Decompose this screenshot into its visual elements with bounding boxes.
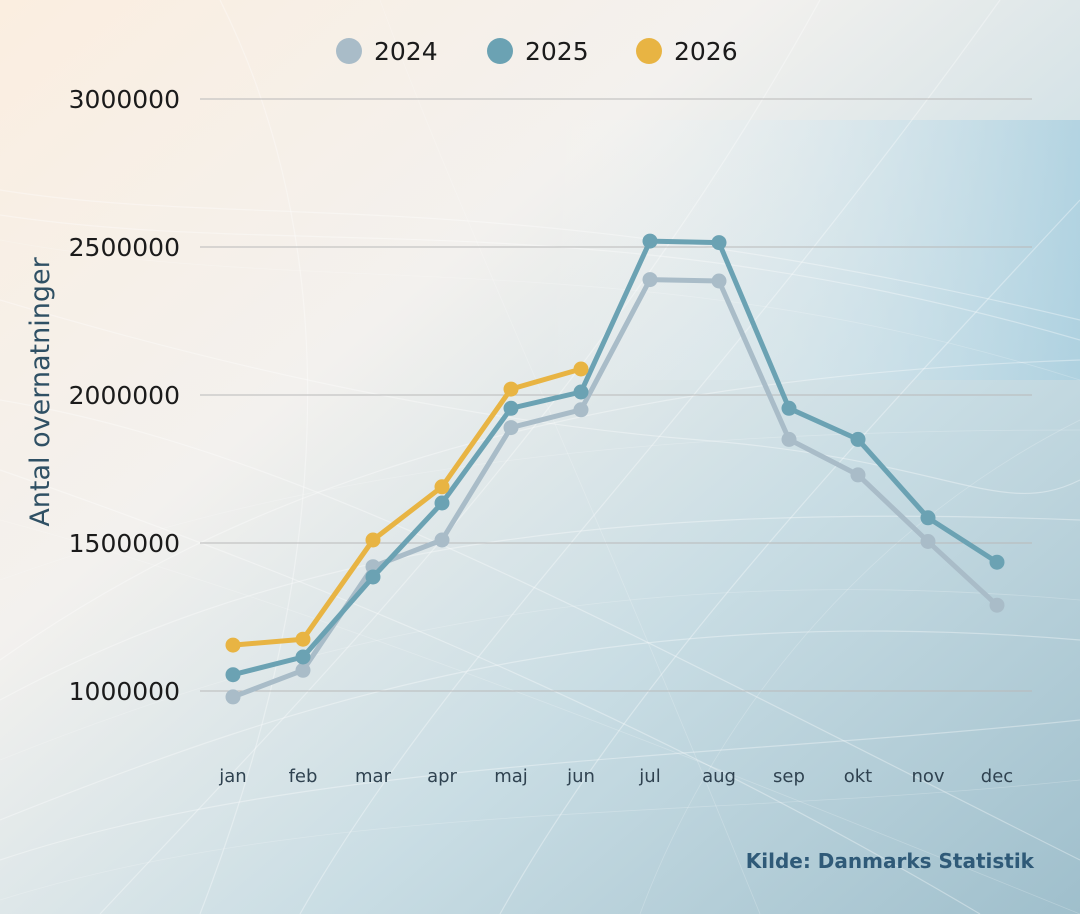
- data-point[interactable]: [434, 532, 450, 548]
- x-tick-label: sep: [773, 766, 805, 787]
- data-point[interactable]: [225, 689, 241, 705]
- data-point[interactable]: [642, 233, 658, 249]
- legend-item-2025[interactable]: 2025: [487, 37, 589, 66]
- data-point[interactable]: [295, 649, 311, 665]
- data-point[interactable]: [850, 467, 866, 483]
- y-tick-label: 2000000: [69, 381, 180, 410]
- data-point[interactable]: [225, 667, 241, 683]
- legend-label: 2024: [374, 37, 438, 66]
- x-tick-label: okt: [844, 766, 873, 787]
- data-point[interactable]: [989, 597, 1005, 613]
- series-line: [230, 366, 584, 648]
- data-point[interactable]: [642, 272, 658, 288]
- data-point[interactable]: [434, 479, 450, 495]
- data-point[interactable]: [920, 510, 936, 526]
- series-group: [225, 233, 1005, 705]
- data-point[interactable]: [989, 554, 1005, 570]
- legend-swatch: [487, 38, 513, 64]
- data-point[interactable]: [711, 235, 727, 251]
- legend-swatch: [336, 38, 362, 64]
- series-line: [230, 238, 1000, 678]
- data-point[interactable]: [573, 402, 589, 418]
- source-note: Kilde: Danmarks Statistik: [746, 849, 1035, 873]
- y-tick-label: 2500000: [69, 233, 180, 262]
- gridlines: [200, 98, 1032, 692]
- legend-item-2024[interactable]: 2024: [336, 37, 438, 66]
- series-2026: [225, 361, 589, 653]
- y-tick-label: 1500000: [69, 529, 180, 558]
- data-point[interactable]: [365, 532, 381, 548]
- data-point[interactable]: [225, 637, 241, 653]
- data-point[interactable]: [573, 384, 589, 400]
- legend-label: 2026: [674, 37, 738, 66]
- x-tick-label: jul: [638, 766, 660, 787]
- x-tick-label: maj: [494, 766, 528, 787]
- x-tick-label: feb: [289, 766, 318, 787]
- data-point[interactable]: [711, 273, 727, 289]
- x-tick-label: jun: [566, 766, 595, 787]
- legend-label: 2025: [525, 37, 589, 66]
- legend: 2024 2025 2026: [336, 37, 738, 66]
- y-axis-ticks: 1000000 1500000 2000000 2500000 3000000: [69, 85, 180, 706]
- data-point[interactable]: [295, 631, 311, 647]
- data-point[interactable]: [434, 495, 450, 511]
- data-point[interactable]: [920, 534, 936, 549]
- x-tick-label: apr: [427, 766, 457, 787]
- x-tick-label: jan: [218, 766, 246, 787]
- x-tick-label: mar: [355, 766, 392, 787]
- series-line: [230, 277, 1000, 700]
- series-2024: [225, 272, 1005, 705]
- data-point[interactable]: [503, 420, 519, 436]
- x-axis-ticks: jan feb mar apr maj jun jul aug sep okt nov dec: [218, 766, 1013, 787]
- legend-item-2026[interactable]: 2026: [636, 37, 738, 66]
- x-tick-label: dec: [981, 766, 1013, 787]
- x-tick-label: nov: [911, 766, 944, 787]
- data-point[interactable]: [781, 400, 797, 416]
- data-point[interactable]: [503, 400, 519, 416]
- y-axis-label: Antal overnatninger: [25, 256, 56, 526]
- data-point[interactable]: [781, 431, 797, 447]
- x-tick-label: aug: [702, 766, 736, 787]
- data-point[interactable]: [365, 569, 381, 585]
- y-tick-label: 3000000: [69, 85, 180, 114]
- y-tick-label: 1000000: [69, 677, 180, 706]
- data-point[interactable]: [573, 361, 589, 377]
- legend-swatch: [636, 38, 662, 64]
- data-point[interactable]: [503, 381, 519, 397]
- data-point[interactable]: [295, 662, 311, 678]
- series-2025: [225, 233, 1005, 683]
- data-point[interactable]: [850, 431, 866, 447]
